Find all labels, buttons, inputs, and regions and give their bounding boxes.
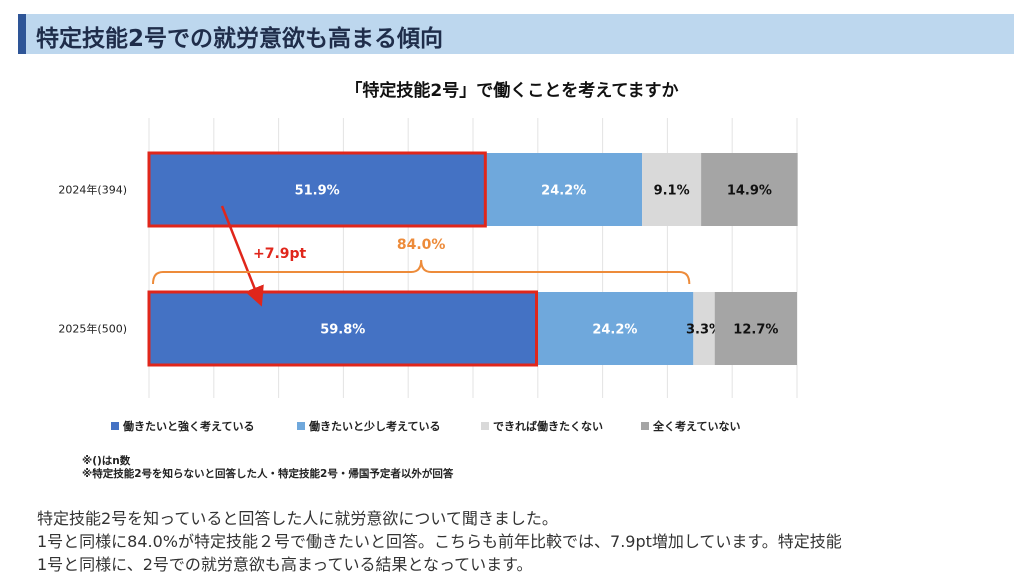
bracket-total-label: 84.0% <box>397 237 446 253</box>
bar-segment <box>149 292 537 365</box>
stacked-bar-chart: 2024年(394) 51.9% 24.2% 9.1% 14.9% 2025年(500) 5… <box>58 118 798 433</box>
legend-label: できれば働きたくない <box>493 419 603 433</box>
bar-segment <box>485 153 643 226</box>
section-header: 特定技能2号での就労意欲も高まる傾向 <box>18 14 1014 54</box>
data-label: 9.1% <box>654 184 690 199</box>
legend-swatch <box>297 422 305 430</box>
legend-swatch <box>111 422 119 430</box>
chart-title: 「特定技能2号」で働くことを考えてますか <box>345 81 679 101</box>
bar-segment <box>714 292 797 365</box>
bar-segment <box>642 153 702 226</box>
category-label: 2025年(500) <box>58 322 127 336</box>
data-label: 51.9% <box>295 184 340 199</box>
increase-label: +7.9pt <box>253 246 307 262</box>
bar-segment <box>536 292 694 365</box>
data-label: 24.2% <box>592 323 637 338</box>
total-bracket <box>152 259 691 285</box>
description-line-3: 1号と同様に、2号での就労意欲も高まっている結果となっています。 <box>37 555 533 574</box>
note-respondents: ※特定技能2号を知らないと回答した人・特定技能2号・帰国予定者以外が回答 <box>82 468 454 480</box>
data-label: 12.7% <box>733 323 778 338</box>
bar-segment <box>149 153 486 226</box>
legend-label: 働きたいと少し考えている <box>308 419 440 433</box>
data-label: 24.2% <box>541 184 586 199</box>
header-accent-bar <box>18 14 26 54</box>
legend-label: 全く考えていない <box>652 419 740 433</box>
page-title: 特定技能2号での就労意欲も高まる傾向 <box>36 26 444 52</box>
data-label: 59.8% <box>320 323 365 338</box>
highlight-box <box>147 290 539 367</box>
description-line-2: 1号と同様に84.0%が特定技能２号で働きたいと回答。こちらも前年比較では、7.… <box>37 532 842 551</box>
note-sample-size: ※()はn数 <box>82 455 131 467</box>
category-label: 2024年(394) <box>58 183 127 197</box>
increase-arrow <box>220 205 264 307</box>
legend-swatch <box>641 422 649 430</box>
data-label: 14.9% <box>727 184 772 199</box>
legend-label: 働きたいと強く考えている <box>122 419 254 433</box>
bar-segment <box>693 292 715 365</box>
bar-segment <box>701 153 798 226</box>
data-label: 3.3% <box>686 323 722 338</box>
description-line-1: 特定技能2号を知っていると回答した人に就労意欲について聞きました。 <box>37 509 558 528</box>
legend-swatch <box>481 422 489 430</box>
highlight-box <box>147 151 487 228</box>
